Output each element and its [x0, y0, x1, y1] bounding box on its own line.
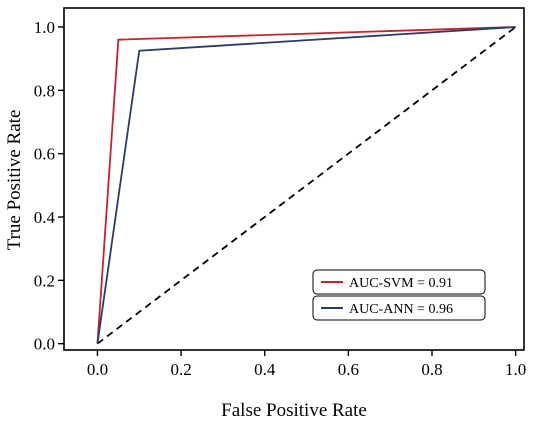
- plot-lines: [96, 26, 517, 345]
- x-tick-label: 0.2: [170, 360, 191, 379]
- y-tick-label: 0.4: [34, 208, 56, 227]
- legend-box: [312, 295, 486, 321]
- chance-reference-line: [96, 26, 517, 345]
- x-axis-title: False Positive Rate: [221, 400, 367, 421]
- legend-label: AUC-SVM = 0.91: [349, 276, 453, 291]
- y-axis-title: True Positive Rate: [4, 110, 25, 251]
- x-tick-label: 0.6: [338, 360, 359, 379]
- y-tick-label: 0.6: [34, 145, 55, 164]
- x-tick-label: 0.8: [421, 360, 442, 379]
- x-tick-label: 1.0: [505, 360, 526, 379]
- y-axis-ticks: 0.0 0.2 0.4 0.6 0.8 1.0: [34, 18, 64, 354]
- y-tick-label: 0.0: [34, 335, 55, 354]
- y-tick-label: 0.2: [34, 271, 55, 290]
- legend-box: [312, 269, 486, 295]
- legend-entry-svm: AUC-SVM = 0.91: [312, 269, 486, 295]
- y-tick-label: 0.8: [34, 81, 55, 100]
- y-tick-label: 1.0: [34, 18, 55, 37]
- x-axis-ticks: 0.0 0.2 0.4 0.6 0.8 1.0: [87, 350, 526, 379]
- plot-frame: [63, 7, 525, 351]
- legend-label: AUC-ANN = 0.96: [349, 302, 453, 317]
- legend: AUC-SVM = 0.91 AUC-ANN = 0.96: [312, 269, 486, 321]
- roc-line-ann: [96, 26, 516, 344]
- roc-line-svm: [96, 26, 516, 344]
- x-tick-label: 0.0: [87, 360, 108, 379]
- x-tick-label: 0.4: [254, 360, 276, 379]
- legend-entry-ann: AUC-ANN = 0.96: [312, 295, 486, 321]
